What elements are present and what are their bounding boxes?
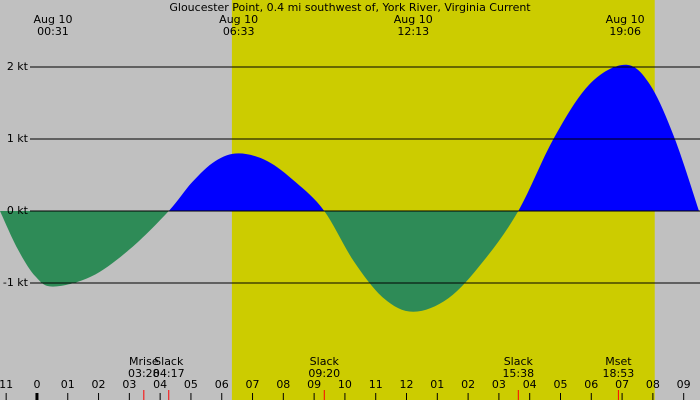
event-time: 12:13 bbox=[397, 25, 429, 38]
x-tick-label: 02 bbox=[461, 378, 475, 391]
x-tick-label: 04 bbox=[523, 378, 537, 391]
event-date: Aug 10 bbox=[606, 13, 645, 26]
x-tick-label: 07 bbox=[246, 378, 260, 391]
x-tick-label: 03 bbox=[122, 378, 136, 391]
event-time: 09:20 bbox=[308, 367, 340, 380]
event-time: 03:28 bbox=[128, 367, 160, 380]
event-date: Aug 10 bbox=[33, 13, 72, 26]
x-tick-label: 11 bbox=[369, 378, 383, 391]
y-tick-label: 2 kt bbox=[7, 60, 29, 73]
y-tick-label: 0 kt bbox=[7, 204, 29, 217]
event-name: Slack bbox=[504, 355, 534, 368]
x-tick-label: 01 bbox=[430, 378, 444, 391]
event-time: 18:53 bbox=[603, 367, 635, 380]
x-tick-label: 08 bbox=[646, 378, 660, 391]
current-area bbox=[0, 64, 700, 312]
x-tick-label: 01 bbox=[61, 378, 75, 391]
event-date: Aug 10 bbox=[394, 13, 433, 26]
event-name: Mset bbox=[605, 355, 632, 368]
x-tick-label: 03 bbox=[492, 378, 506, 391]
x-tick-label: 05 bbox=[184, 378, 198, 391]
event-time: 00:31 bbox=[37, 25, 69, 38]
event-name: Slack bbox=[154, 355, 184, 368]
x-tick-label: 06 bbox=[215, 378, 229, 391]
x-tick-label: 12 bbox=[400, 378, 414, 391]
x-tick-label: 05 bbox=[553, 378, 567, 391]
event-time: 15:38 bbox=[502, 367, 534, 380]
event-time: 19:06 bbox=[609, 25, 641, 38]
x-tick-label: 09 bbox=[307, 378, 321, 391]
y-tick-label: 1 kt bbox=[7, 132, 29, 145]
event-time: 04:17 bbox=[153, 367, 185, 380]
event-time: 06:33 bbox=[223, 25, 255, 38]
x-tick-label: 09 bbox=[677, 378, 691, 391]
x-tick-label: 08 bbox=[276, 378, 290, 391]
x-tick-label: 04 bbox=[153, 378, 167, 391]
x-tick-label: 02 bbox=[92, 378, 106, 391]
x-tick-label: 10 bbox=[338, 378, 352, 391]
y-tick-label: -1 kt bbox=[3, 276, 29, 289]
x-tick-label: 07 bbox=[615, 378, 629, 391]
x-tick-label: 06 bbox=[584, 378, 598, 391]
chart-title: Gloucester Point, 0.4 mi southwest of, Y… bbox=[169, 1, 531, 14]
x-tick-label: 11 bbox=[0, 378, 13, 391]
event-name: Slack bbox=[310, 355, 340, 368]
event-name: Mrise bbox=[129, 355, 159, 368]
x-tick-label: 0 bbox=[33, 378, 40, 391]
event-date: Aug 10 bbox=[219, 13, 258, 26]
